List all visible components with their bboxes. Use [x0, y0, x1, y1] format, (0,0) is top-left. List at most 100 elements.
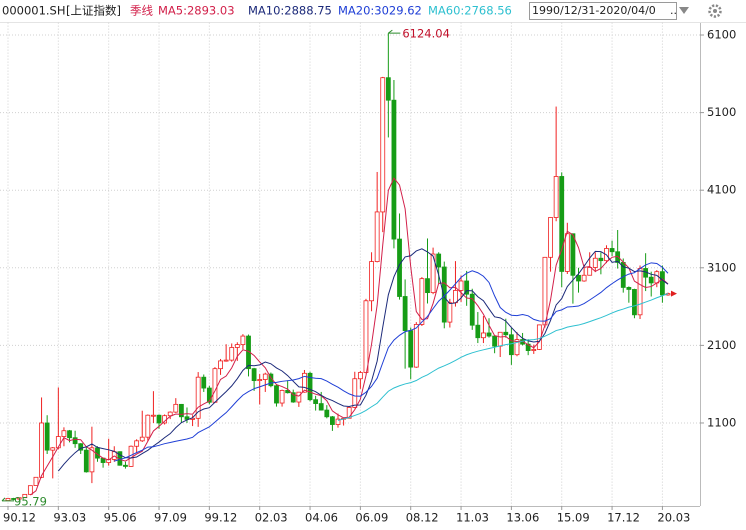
- candle-body: [626, 287, 632, 290]
- candle-body: [408, 330, 414, 368]
- ellipsis: ..: [670, 4, 677, 17]
- dropdown-icon[interactable]: [679, 7, 689, 14]
- candle-body: [587, 267, 593, 276]
- candle-body: [33, 476, 39, 486]
- candle-body: [50, 447, 56, 451]
- candle-body: [475, 324, 481, 339]
- candle-body: [637, 268, 643, 316]
- candle-body: [223, 359, 229, 362]
- candle-body: [497, 331, 503, 347]
- candle-body: [330, 416, 335, 425]
- legend-entry: MA5:2893.03: [158, 4, 235, 18]
- x-tick-label: 90.12: [3, 511, 36, 525]
- gear-hub[interactable]: [713, 9, 717, 13]
- symbol-code: 000001.SH: [2, 4, 66, 18]
- candle-body: [492, 335, 498, 347]
- candle-body: [335, 418, 341, 425]
- candle-body: [369, 261, 374, 302]
- candle-body: [39, 422, 44, 478]
- y-tick-label: 4100: [707, 183, 736, 197]
- settings-icon[interactable]: [708, 4, 722, 18]
- candle-body: [229, 347, 235, 361]
- legend-entry: MA10:2888.75: [248, 4, 332, 18]
- candle-body: [346, 407, 352, 419]
- candle-body: [402, 296, 408, 332]
- legend-entry: MA20:3029.62: [338, 4, 422, 18]
- candle-body: [296, 391, 302, 403]
- x-tick-label: 95.06: [104, 511, 137, 525]
- candle-body: [156, 414, 162, 424]
- candle-body: [436, 253, 442, 268]
- candle-body: [27, 485, 33, 495]
- candle-body: [83, 449, 89, 473]
- x-tick-label: 04.06: [305, 511, 338, 525]
- candle-body: [542, 256, 548, 326]
- x-tick-label: 17.12: [607, 511, 640, 525]
- x-tick-label: 11.03: [456, 511, 489, 525]
- candle-body: [531, 349, 537, 351]
- candle-body: [44, 422, 50, 451]
- candle-body: [447, 302, 453, 323]
- candle-body: [167, 411, 173, 417]
- candle-body: [514, 339, 520, 356]
- candle-body: [660, 271, 665, 296]
- y-tick-label: 5100: [707, 105, 736, 119]
- min-label: 95.79: [14, 494, 47, 508]
- candle-body: [173, 403, 179, 413]
- candle-body: [206, 387, 212, 403]
- candle-body: [234, 344, 240, 348]
- candle-body: [413, 324, 419, 368]
- candle-body: [548, 217, 553, 258]
- date-range-box[interactable]: [529, 2, 677, 20]
- x-tick-label: 02.03: [255, 511, 288, 525]
- y-tick-label: 1100: [707, 415, 736, 429]
- candle-body: [184, 416, 190, 420]
- candle-body: [357, 372, 363, 380]
- candle-body: [581, 274, 587, 282]
- candle-body: [302, 372, 307, 393]
- candle-body: [240, 335, 246, 346]
- candle-body: [525, 343, 531, 351]
- candle-body: [151, 414, 156, 417]
- candle-body: [61, 430, 67, 437]
- y-tick-label: 2100: [707, 338, 736, 352]
- candle-body: [78, 443, 84, 451]
- candle-body: [262, 373, 268, 380]
- candle-body: [481, 332, 486, 339]
- candle-body: [632, 289, 637, 316]
- gear[interactable]: [708, 4, 722, 18]
- candle-body: [313, 399, 319, 404]
- max-pointer: [388, 29, 401, 34]
- ma-line: [57, 248, 669, 472]
- candle-body: [257, 379, 263, 382]
- y-tick-label: 6100: [707, 28, 736, 42]
- candle-body: [307, 372, 313, 401]
- candle-body: [385, 77, 391, 101]
- candle-body: [67, 430, 72, 439]
- candle-body: [201, 376, 207, 389]
- x-tick-label: 15.09: [557, 511, 590, 525]
- candle-body: [576, 274, 581, 282]
- candle-body: [592, 257, 598, 268]
- candle-body: [123, 464, 128, 467]
- candle-body: [178, 403, 184, 418]
- candle-body: [212, 368, 218, 403]
- y-tick-label: 3100: [707, 260, 736, 274]
- candle-body: [11, 498, 16, 500]
- candle-body: [419, 278, 425, 325]
- legend-entry: MA60:2768.56: [428, 4, 512, 18]
- candle-body: [464, 280, 470, 295]
- candle-body: [134, 440, 140, 447]
- candle-body: [570, 233, 576, 276]
- x-tick-label: 13.06: [506, 511, 539, 525]
- candle-body: [89, 447, 95, 473]
- candle-body: [654, 271, 660, 284]
- candle-body: [352, 378, 358, 408]
- candle-body: [72, 437, 78, 445]
- candle-body: [425, 278, 430, 294]
- candle-body: [318, 403, 324, 411]
- candle-body: [22, 493, 28, 499]
- candle-body: [363, 300, 369, 373]
- candle-body: [279, 389, 285, 404]
- candle-body: [503, 331, 509, 336]
